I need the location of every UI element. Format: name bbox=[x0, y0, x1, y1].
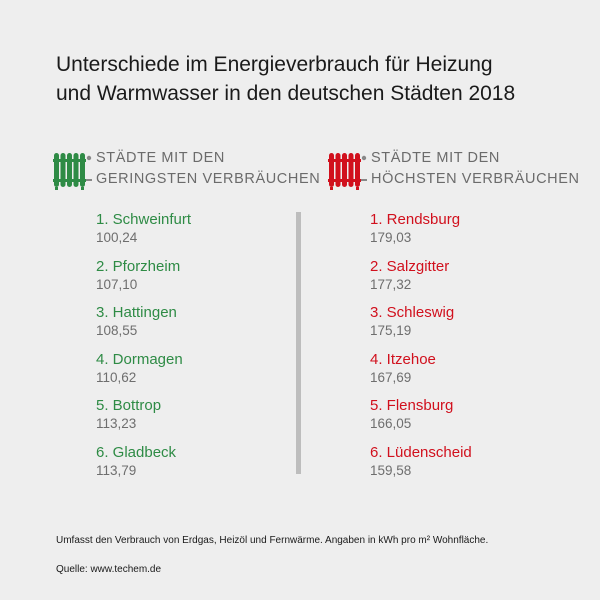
consumption-value: 179,03 bbox=[370, 230, 412, 245]
low-heading-line-2: GERINGSTEN VERBRÄUCHEN bbox=[96, 171, 321, 187]
city-name: 5. Bottrop bbox=[96, 397, 162, 414]
list-item: 6. Gladbeck 113,79 bbox=[96, 444, 191, 491]
list-item: 1. Schweinfurt 100,24 bbox=[96, 211, 191, 258]
list-item: 4. Itzehoe 167,69 bbox=[370, 351, 472, 398]
low-consumption-list: 1. Schweinfurt 100,24 2. Pforzheim 107,1… bbox=[96, 211, 191, 490]
city-name: 1. Rendsburg bbox=[370, 211, 461, 228]
footnote: Umfasst den Verbrauch von Erdgas, Heizöl… bbox=[56, 535, 489, 546]
radiator-icon bbox=[53, 153, 92, 190]
consumption-value: 113,23 bbox=[96, 416, 137, 431]
city-name: 4. Itzehoe bbox=[370, 350, 436, 368]
high-heading-line-1: STÄDTE MIT DEN bbox=[371, 150, 500, 166]
city-name: 3. Schleswig bbox=[370, 304, 455, 321]
page-title: Unterschiede im Energieverbrauch für Hei… bbox=[56, 50, 515, 108]
consumption-value: 107,10 bbox=[96, 276, 138, 292]
radiator-icon bbox=[328, 153, 367, 190]
city-name: 6. Lüdenscheid bbox=[370, 443, 472, 461]
consumption-value: 159,58 bbox=[370, 462, 412, 478]
city-name: 6. Gladbeck bbox=[96, 443, 177, 461]
list-item: 5. Flensburg 166,05 bbox=[370, 397, 472, 444]
city-name: 1. Schweinfurt bbox=[96, 211, 192, 228]
consumption-value: 108,55 bbox=[96, 323, 138, 338]
list-item: 2. Pforzheim 107,10 bbox=[96, 258, 191, 305]
column-divider bbox=[296, 212, 301, 474]
consumption-value: 177,32 bbox=[370, 276, 412, 292]
list-item: 6. Lüdenscheid 159,58 bbox=[370, 444, 472, 491]
high-heading-line-2: HÖCHSTEN VERBRÄUCHEN bbox=[371, 171, 580, 187]
list-item: 3. Schleswig 175,19 bbox=[370, 304, 472, 351]
high-consumption-header: STÄDTE MIT DEN HÖCHSTEN VERBRÄUCHEN bbox=[327, 148, 580, 192]
city-name: 2. Pforzheim bbox=[96, 257, 181, 275]
city-name: 2. Salzgitter bbox=[370, 257, 450, 275]
title-line-1: Unterschiede im Energieverbrauch für Hei… bbox=[56, 53, 493, 76]
consumption-value: 175,19 bbox=[370, 323, 412, 338]
low-heading-line-1: STÄDTE MIT DEN bbox=[96, 150, 225, 166]
high-consumption-list: 1. Rendsburg 179,03 2. Salzgitter 177,32… bbox=[370, 211, 472, 490]
city-name: 5. Flensburg bbox=[370, 397, 454, 414]
list-item: 1. Rendsburg 179,03 bbox=[370, 211, 472, 258]
consumption-value: 100,24 bbox=[96, 230, 138, 245]
city-name: 4. Dormagen bbox=[96, 350, 183, 368]
city-name: 3. Hattingen bbox=[96, 304, 177, 321]
consumption-value: 166,05 bbox=[370, 416, 412, 431]
title-line-2: und Warmwasser in den deutschen Städten … bbox=[56, 82, 516, 105]
list-item: 4. Dormagen 110,62 bbox=[96, 351, 191, 398]
low-consumption-header: STÄDTE MIT DEN GERINGSTEN VERBRÄUCHEN bbox=[52, 148, 320, 192]
list-item: 2. Salzgitter 177,32 bbox=[370, 258, 472, 305]
list-item: 5. Bottrop 113,23 bbox=[96, 397, 191, 444]
consumption-value: 167,69 bbox=[370, 369, 412, 385]
consumption-value: 113,79 bbox=[96, 462, 137, 478]
source-note: Quelle: www.techem.de bbox=[56, 564, 162, 575]
list-item: 3. Hattingen 108,55 bbox=[96, 304, 191, 351]
consumption-value: 110,62 bbox=[96, 369, 137, 385]
